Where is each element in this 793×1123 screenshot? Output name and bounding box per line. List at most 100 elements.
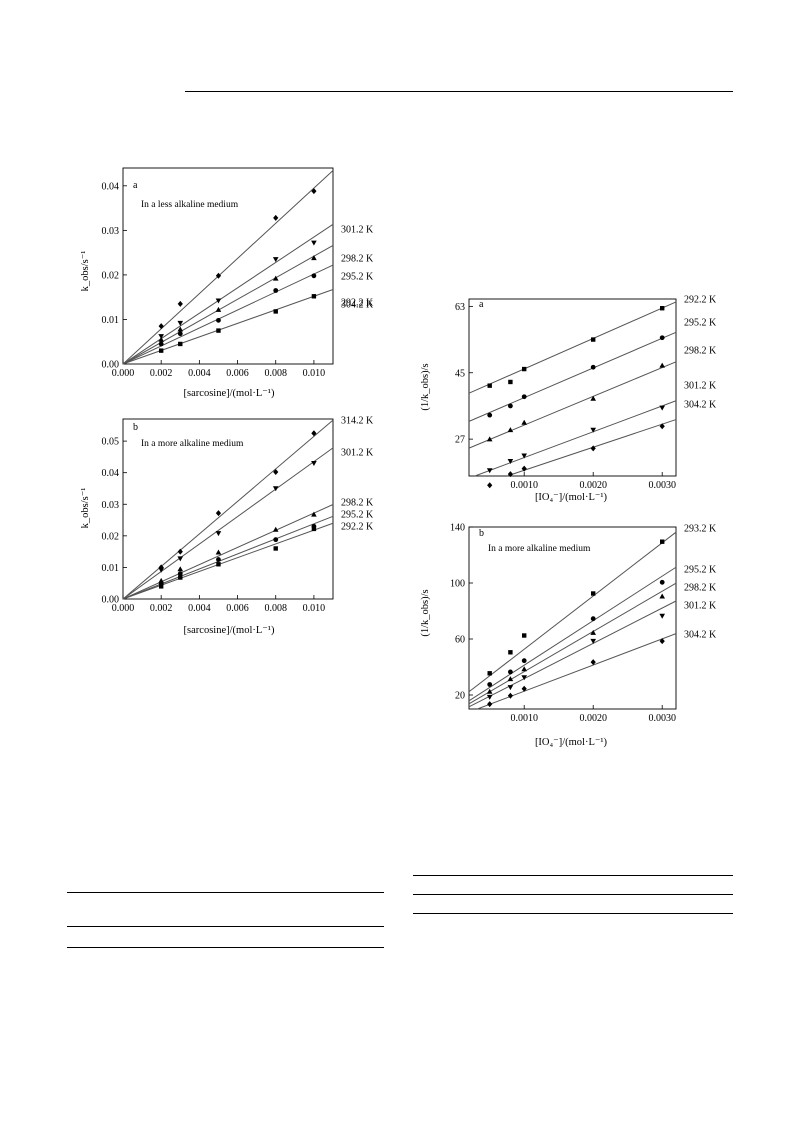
data-point-298-2k bbox=[590, 395, 596, 401]
data-point-292-2k bbox=[660, 306, 665, 311]
y-tick-label: 0.05 bbox=[102, 437, 120, 448]
fit-line-295-2k bbox=[468, 566, 677, 702]
y-tick-label: 63 bbox=[455, 302, 465, 313]
data-point-298-2k bbox=[521, 666, 527, 672]
fit-line-304-2k bbox=[122, 170, 334, 365]
data-point-292-2k bbox=[522, 366, 527, 372]
data-point-295-2k bbox=[487, 412, 493, 418]
fit-line-298-2k bbox=[122, 504, 334, 600]
fit-line-301-2k bbox=[122, 223, 334, 365]
data-point-301-2k bbox=[272, 257, 279, 263]
x-tick-label: 0.0010 bbox=[510, 713, 538, 724]
y-tick-label: 27 bbox=[455, 435, 465, 446]
fit-line-292-2k bbox=[468, 301, 677, 394]
x-tick-label: 0.0020 bbox=[579, 480, 607, 491]
x-tick-label: 0.002 bbox=[150, 368, 173, 379]
data-point-301-2k bbox=[215, 298, 222, 304]
x-tick-label: 0.010 bbox=[303, 603, 326, 614]
data-point-292-2k bbox=[216, 328, 221, 333]
data-point-304-2k bbox=[590, 445, 596, 452]
data-point-314-2k bbox=[273, 469, 279, 476]
data-point-301-2k bbox=[507, 685, 514, 691]
data-point-314-2k bbox=[311, 430, 317, 437]
fit-line-295-2k bbox=[122, 515, 334, 600]
data-point-304-2k bbox=[273, 214, 279, 221]
y-tick-label: 60 bbox=[455, 635, 465, 646]
y-tick-label: 45 bbox=[455, 368, 465, 379]
data-point-304-2k bbox=[487, 482, 493, 489]
y-tick-label: 0.00 bbox=[102, 360, 120, 371]
table-right-rule-bottom bbox=[413, 913, 733, 914]
plot-frame bbox=[468, 526, 677, 710]
medium-annotation: In a more alkaline medium bbox=[141, 439, 244, 449]
data-point-295-2k bbox=[521, 394, 527, 400]
data-point-298-2k bbox=[311, 255, 317, 261]
data-point-298-2k bbox=[486, 688, 493, 694]
data-point-295-2k bbox=[521, 658, 527, 664]
x-axis-label: [IO₄⁻]/(mol·L⁻¹) bbox=[535, 492, 608, 503]
y-tick-label: 0.03 bbox=[102, 226, 120, 237]
series-label-293-2k: 293.2 K bbox=[684, 524, 717, 535]
data-point-304-2k bbox=[158, 323, 164, 330]
data-point-298-2k bbox=[158, 577, 164, 583]
y-tick-label: 0.01 bbox=[102, 563, 120, 574]
data-point-298-2k bbox=[272, 275, 279, 281]
fit-line-301-2k bbox=[122, 447, 334, 600]
data-point-295-2k bbox=[487, 682, 493, 687]
data-point-298-2k bbox=[659, 362, 665, 368]
series-label-295-2k: 295.2 K bbox=[684, 565, 717, 576]
data-point-292-2k bbox=[508, 379, 513, 385]
data-point-304-2k bbox=[521, 465, 527, 472]
data-point-298-2k bbox=[177, 326, 184, 332]
medium-annotation: In a more alkaline medium bbox=[488, 544, 591, 554]
fit-line-298-2k bbox=[122, 244, 334, 365]
series-label-301-2k: 301.2 K bbox=[684, 381, 717, 392]
x-axis-label: [IO₄⁻]/(mol·L⁻¹) bbox=[535, 737, 608, 748]
data-point-304-2k bbox=[659, 638, 665, 645]
x-axis-label: [sarcosine]/(mol·L⁻¹) bbox=[184, 625, 275, 636]
fit-line-301-2k bbox=[468, 600, 677, 708]
data-point-298-2k bbox=[215, 306, 222, 312]
data-point-292-2k bbox=[311, 294, 317, 299]
series-label-292-2k: 292.2 K bbox=[341, 298, 374, 309]
x-tick-label: 0.0030 bbox=[648, 480, 676, 491]
panel-letter: b bbox=[479, 528, 484, 539]
series-label-292-2k: 292.2 K bbox=[341, 522, 374, 533]
data-point-295-2k bbox=[273, 288, 279, 293]
fit-line-314-2k bbox=[122, 419, 334, 600]
data-point-295-2k bbox=[177, 331, 183, 337]
data-point-301-2k bbox=[177, 320, 184, 326]
y-tick-label: 140 bbox=[450, 523, 465, 534]
data-point-295-2k bbox=[590, 616, 596, 622]
header-rule bbox=[185, 91, 733, 92]
x-tick-label: 0.004 bbox=[188, 368, 211, 379]
x-tick-label: 0.0030 bbox=[648, 713, 676, 724]
data-point-298-2k bbox=[215, 549, 222, 555]
fit-line-304-2k bbox=[477, 633, 677, 710]
y-axis-label: (1/k_obs)/s bbox=[420, 363, 431, 410]
data-point-304-2k bbox=[311, 188, 317, 195]
fit-line-292-2k bbox=[122, 522, 334, 600]
fit-line-301-2k bbox=[474, 400, 677, 477]
data-point-295-2k bbox=[311, 273, 317, 279]
data-point-295-2k bbox=[177, 571, 183, 577]
data-point-292-2k bbox=[273, 309, 278, 314]
fit-line-295-2k bbox=[122, 264, 334, 365]
x-tick-label: 0.000 bbox=[112, 368, 135, 379]
x-tick-label: 0.000 bbox=[112, 603, 135, 614]
series-label-301-2k: 301.2 K bbox=[341, 448, 374, 459]
x-tick-label: 0.0020 bbox=[579, 713, 607, 724]
data-point-295-2k bbox=[508, 669, 513, 675]
series-label-314-2k: 314.2 K bbox=[341, 416, 374, 427]
series-label-304-2k: 304.2 K bbox=[684, 630, 717, 641]
data-point-295-2k bbox=[216, 557, 221, 562]
data-point-314-2k bbox=[215, 510, 222, 517]
fit-line-293-2k bbox=[468, 531, 677, 693]
x-tick-label: 0.006 bbox=[226, 603, 249, 614]
data-point-301-2k bbox=[158, 567, 164, 573]
data-point-304-2k bbox=[487, 701, 493, 708]
table-right-rule-top bbox=[413, 875, 733, 876]
y-tick-label: 0.00 bbox=[102, 595, 120, 606]
data-point-292-2k bbox=[311, 526, 317, 532]
data-point-301-2k bbox=[486, 468, 493, 474]
